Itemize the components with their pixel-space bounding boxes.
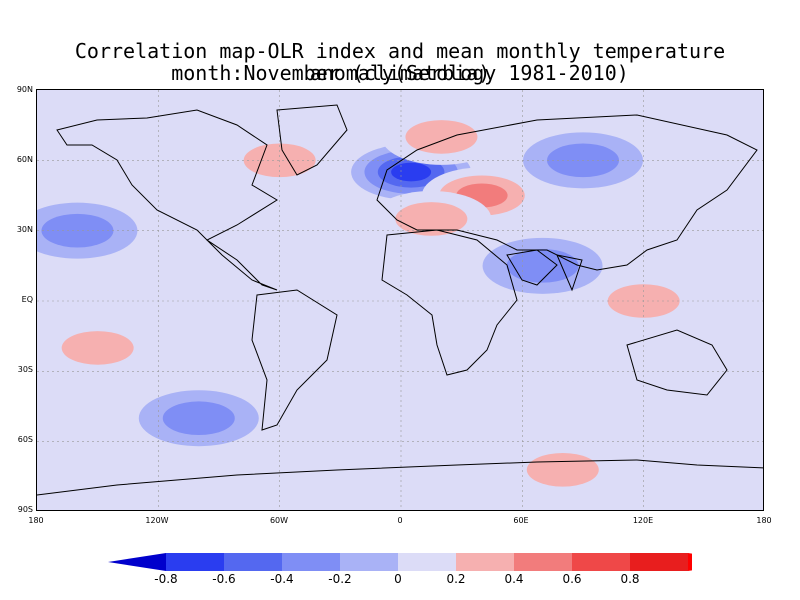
colorbar-label: 0.6: [562, 572, 582, 586]
y-tick-label: 30S: [17, 365, 33, 374]
y-tick-label: 90N: [16, 85, 33, 94]
correlation-field: [37, 90, 763, 510]
correlation-blob: [506, 249, 579, 283]
colorbar-segment: [224, 553, 282, 571]
colorbar-right-arrow: [688, 553, 692, 571]
colorbar-label: 0: [394, 572, 402, 586]
y-tick-label: 60N: [16, 155, 33, 164]
colorbar-label: -0.2: [328, 572, 352, 586]
colorbar-segment: [572, 553, 630, 571]
map-svg: [37, 90, 763, 510]
correlation-blob: [162, 401, 235, 436]
x-tick-label: 60E: [513, 516, 529, 525]
colorbar: [108, 553, 692, 571]
y-tick-label: 60S: [17, 435, 33, 444]
correlation-blob: [61, 331, 134, 365]
colorbar-label: -0.4: [270, 572, 294, 586]
colorbar-label: -0.8: [154, 572, 178, 586]
correlation-map: [36, 89, 764, 511]
colorbar-left-arrow: [108, 553, 166, 571]
y-tick-label: 90S: [17, 505, 33, 514]
colorbar-segment: [630, 553, 688, 571]
x-tick-label: 180: [756, 516, 772, 525]
y-tick-label: 30N: [16, 225, 33, 234]
colorbar-segment: [456, 553, 514, 571]
correlation-blob: [526, 453, 599, 487]
colorbar-segment: [514, 553, 572, 571]
coast-north-america: [56, 109, 278, 291]
colorbar-label: 0.4: [504, 572, 524, 586]
coast-eurasia: [376, 114, 758, 271]
colorbar-segment: [340, 553, 398, 571]
correlation-blob: [391, 162, 432, 182]
x-tick-label: 180: [28, 516, 44, 525]
colorbar-label: 0.2: [446, 572, 466, 586]
x-tick-label: 60W: [269, 516, 289, 525]
colorbar-label: 0.8: [620, 572, 640, 586]
coast-antarctica: [37, 459, 763, 496]
colorbar-label: -0.6: [212, 572, 236, 586]
correlation-blob: [405, 120, 478, 154]
y-tick-label: EQ: [21, 295, 33, 304]
colorbar-segment: [282, 553, 340, 571]
coastlines: [37, 104, 763, 496]
coast-africa: [381, 229, 518, 376]
map-title: Correlation map-OLR index and mean month…: [74, 39, 726, 85]
coast-australia: [626, 329, 728, 396]
colorbar-segment: [166, 553, 224, 571]
x-tick-label: 120E: [632, 516, 654, 525]
x-tick-label: 120W: [145, 516, 169, 525]
x-tick-label: 0: [397, 516, 403, 525]
correlation-blob: [395, 202, 468, 236]
coast-south-america: [251, 289, 338, 431]
colorbar-segment: [398, 553, 456, 571]
coast-india: [506, 249, 583, 292]
coast-greenland: [276, 104, 348, 176]
map-subtitle: month:November (climatology 1981-2010): [171, 61, 629, 85]
